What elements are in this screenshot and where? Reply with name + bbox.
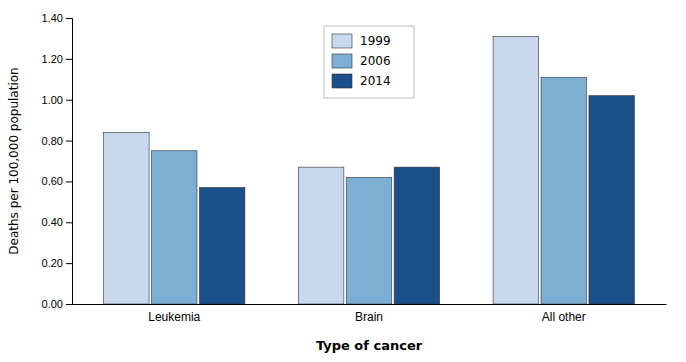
y-tick: 0.00 bbox=[42, 298, 72, 310]
x-tick: Brain bbox=[355, 310, 383, 324]
x-tick: Leukemia bbox=[148, 310, 200, 324]
y-tick: 0.60 bbox=[42, 175, 72, 187]
y-tick-mark bbox=[66, 141, 72, 142]
y-axis-line bbox=[66, 19, 73, 305]
y-axis: 0.00 0.20 0.40 0.60 0.80 1.00 1.20 1.40 bbox=[42, 12, 73, 310]
bar bbox=[298, 167, 343, 304]
y-tick-label: 0.60 bbox=[42, 175, 63, 187]
x-tick-label: Brain bbox=[355, 310, 383, 324]
y-tick-mark bbox=[66, 59, 72, 60]
bar bbox=[199, 188, 244, 304]
y-tick-mark bbox=[66, 304, 72, 305]
bar bbox=[589, 96, 634, 304]
legend-swatch bbox=[332, 74, 352, 88]
y-tick-mark bbox=[66, 263, 72, 264]
y-tick-mark bbox=[66, 18, 72, 19]
y-tick: 0.80 bbox=[42, 135, 72, 147]
x-axis: Leukemia Brain All other bbox=[73, 305, 667, 324]
y-tick-label: 0.40 bbox=[42, 216, 63, 228]
chart-svg: 0.00 0.20 0.40 0.60 0.80 1.00 1.20 1.40 Leukemia… bbox=[0, 0, 686, 362]
bar bbox=[493, 36, 538, 304]
legend-item: 2006 bbox=[332, 54, 391, 68]
legend-item: 2014 bbox=[332, 74, 391, 88]
legend: 1999 2006 2014 bbox=[324, 26, 414, 98]
legend-label: 2006 bbox=[360, 54, 391, 68]
legend-label: 1999 bbox=[360, 34, 391, 48]
x-tick-label: Leukemia bbox=[148, 310, 200, 324]
chart-container: 0.00 0.20 0.40 0.60 0.80 1.00 1.20 1.40 Leukemia… bbox=[0, 0, 686, 362]
y-tick-mark bbox=[66, 181, 72, 182]
legend-box bbox=[324, 26, 414, 98]
bar bbox=[394, 167, 439, 304]
y-tick: 1.20 bbox=[42, 53, 72, 65]
y-tick-mark bbox=[66, 100, 72, 101]
legend-swatch bbox=[332, 34, 352, 48]
x-axis-title: Type of cancer bbox=[316, 338, 423, 353]
bar bbox=[104, 132, 149, 304]
legend-label: 2014 bbox=[360, 74, 391, 88]
y-tick-label: 0.80 bbox=[42, 135, 63, 147]
y-tick: 1.40 bbox=[42, 12, 72, 24]
bar bbox=[346, 177, 391, 304]
legend-swatch bbox=[332, 54, 352, 68]
y-tick: 1.00 bbox=[42, 94, 72, 106]
bar bbox=[151, 151, 196, 304]
y-tick-label: 1.00 bbox=[42, 94, 63, 106]
y-axis-title: Deaths per 100,000 population bbox=[7, 67, 21, 254]
y-tick-label: 1.20 bbox=[42, 53, 63, 65]
y-tick: 0.20 bbox=[42, 257, 72, 269]
y-tick-mark bbox=[66, 222, 72, 223]
x-axis-line bbox=[73, 304, 667, 305]
bars bbox=[104, 36, 635, 304]
legend-item: 1999 bbox=[332, 34, 391, 48]
x-tick: All other bbox=[542, 310, 586, 324]
y-tick-label: 1.40 bbox=[42, 12, 63, 24]
y-tick-label: 0.00 bbox=[42, 298, 63, 310]
bar bbox=[541, 77, 586, 304]
plot-area: 0.00 0.20 0.40 0.60 0.80 1.00 1.20 1.40 Leukemia… bbox=[42, 12, 667, 324]
x-tick-label: All other bbox=[542, 310, 586, 324]
y-tick: 0.40 bbox=[42, 216, 72, 228]
y-tick-label: 0.20 bbox=[42, 257, 63, 269]
